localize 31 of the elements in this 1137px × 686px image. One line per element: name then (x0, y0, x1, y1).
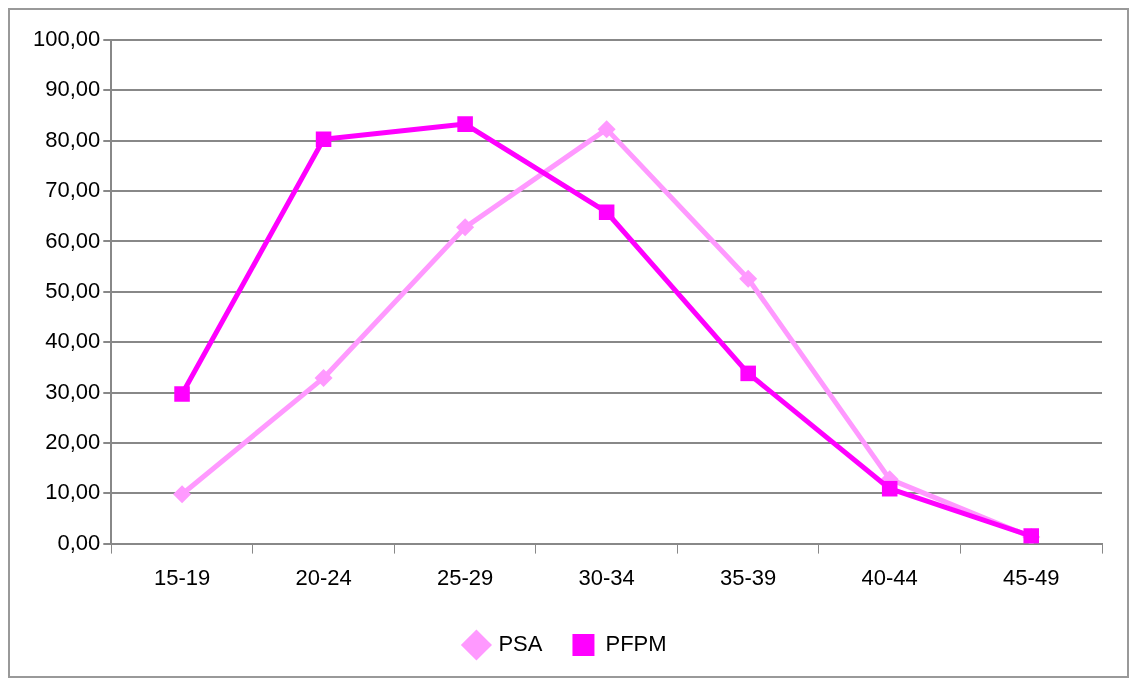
x-tick-label: 45-49 (1003, 564, 1060, 590)
point (740, 365, 756, 382)
y-tick-label: 100,00 (32, 26, 101, 52)
point (881, 480, 898, 497)
point (314, 368, 333, 387)
y-tick-label: 0,00 (57, 529, 101, 555)
point (598, 204, 615, 221)
x-tick-label: 30-34 (578, 564, 635, 590)
y-tick-label: 10,00 (45, 479, 101, 505)
x-tick-label: 25-29 (436, 564, 494, 590)
x-tick-label: 40-44 (861, 564, 918, 590)
y-tick-label: 40,00 (45, 328, 101, 354)
y-tick-label: 60,00 (45, 227, 101, 253)
x-tick-label: 20-24 (295, 564, 352, 590)
y-tick-label: 70,00 (45, 177, 101, 203)
legend-label: PFPM (605, 631, 667, 657)
legend-label: PSA (498, 631, 543, 657)
point (173, 485, 192, 504)
point (597, 120, 616, 139)
point (739, 269, 758, 288)
y-tick-label: 30,00 (45, 378, 101, 404)
y-tick-label: 20,00 (45, 428, 101, 454)
y-tick-label: 50,00 (45, 277, 101, 303)
x-tick-label: 35-39 (720, 564, 777, 590)
point (174, 386, 190, 402)
point (456, 218, 475, 237)
y-tick-label: 90,00 (45, 76, 101, 102)
point (315, 131, 332, 147)
point (457, 116, 473, 132)
y-tick-label: 80,00 (45, 126, 101, 152)
x-tick-label: 15-19 (153, 564, 211, 590)
